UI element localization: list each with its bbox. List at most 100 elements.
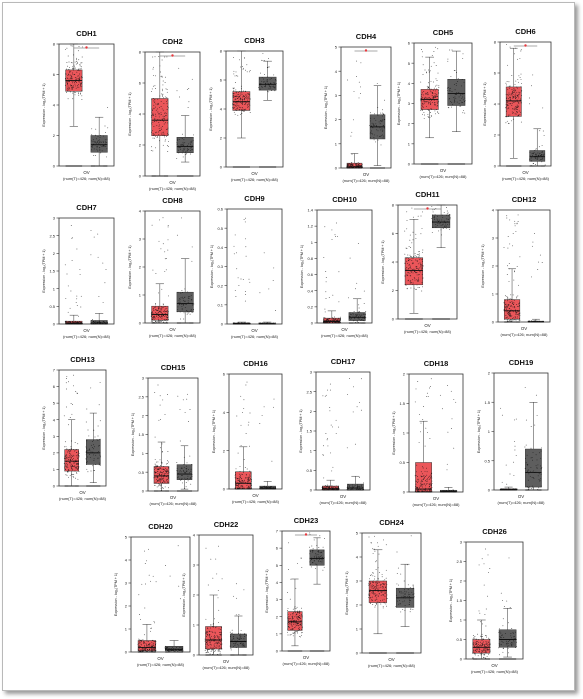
sample-point [420,95,422,97]
sample-point [516,107,518,108]
sample-point [507,304,509,306]
sample-point [453,101,455,103]
sample-point [235,477,237,479]
sample-point [519,111,521,113]
sample-point [70,466,72,468]
sample-point [382,137,384,139]
sample-point [506,116,508,118]
sample-point [269,83,271,85]
sample-point [446,218,448,220]
sample-point [235,484,237,486]
sample-point [187,296,189,298]
sample-point [248,488,250,490]
sample-point [243,110,245,112]
y-tick-label: 4 [335,69,338,74]
sample-point [532,471,534,473]
x-axis-label: OV [83,170,89,175]
sample-point [412,262,414,264]
sample-point [449,228,451,230]
sample-point [431,477,433,479]
sample-point [244,108,246,110]
sample-point [349,257,351,259]
sample-point [235,481,237,483]
sample-point [157,104,159,105]
sample-point [191,474,193,476]
sample-point [163,136,165,138]
sample-point [152,307,154,309]
sample-point [191,145,193,147]
sample-point [69,474,71,476]
x-axis-label: OV [433,496,439,501]
sample-point [364,318,366,319]
sample-point [503,247,505,249]
sample-point [322,487,324,489]
sample-point [87,471,89,473]
sample-point [434,96,436,98]
sample-point [165,114,167,116]
sample-point [511,105,513,106]
sample-point [235,468,237,470]
sample-point [509,100,511,102]
sample-point [346,165,348,167]
sample-point [76,321,78,323]
sample-point [156,469,158,470]
sample-point [456,94,458,95]
sample-point [183,456,185,458]
sample-point [374,124,376,126]
sample-point [426,105,427,107]
sample-point [338,317,340,319]
sample-point [426,91,428,93]
y-tick-label: 0.4 [217,245,223,250]
sample-point [67,457,69,459]
sample-point [68,451,70,453]
sample-point [348,167,350,169]
sample-point [166,99,168,101]
sample-point [67,469,69,471]
sample-point [76,71,78,73]
chart-title: CDH10 [332,195,357,204]
sample-point [511,92,513,94]
sample-point [431,99,433,101]
sample-point [275,80,277,82]
sample-point [241,482,243,484]
sample-point [457,92,459,94]
sample-point [518,305,520,306]
sample-point [163,310,165,312]
y-tick-label: 0 [53,484,56,489]
sample-point [510,103,512,105]
sample-point [506,306,508,308]
sample-point [514,113,516,115]
sample-point [98,142,100,144]
sample-point [511,300,513,302]
sample-point [191,299,193,301]
sample-point [98,457,100,459]
sample-point [430,91,432,93]
sample-point [186,465,187,467]
sample-point [186,89,188,91]
y-tick-label: 0 [125,650,128,655]
sample-point [416,284,418,286]
sample-point [80,67,82,69]
normal-series [85,381,102,487]
box [505,86,522,117]
x-axis-sublabel: (num(T)=426; num(N)=88) [63,176,111,181]
y-tick-label: 5 [53,401,56,406]
sample-point [176,144,178,146]
sample-point [426,480,428,482]
sample-point [412,268,414,270]
sample-point [96,142,98,144]
sample-point [268,486,270,488]
sample-point [438,230,440,232]
sample-point [506,120,508,122]
sample-point [160,484,162,486]
sample-point [183,470,184,471]
sample-point [532,241,534,243]
sample-point [420,81,422,83]
sample-point [232,92,234,94]
sample-point [184,471,186,473]
box [431,214,451,229]
sample-point [429,484,431,486]
sample-point [67,470,69,472]
sample-point [454,96,456,98]
sample-point [163,315,165,317]
